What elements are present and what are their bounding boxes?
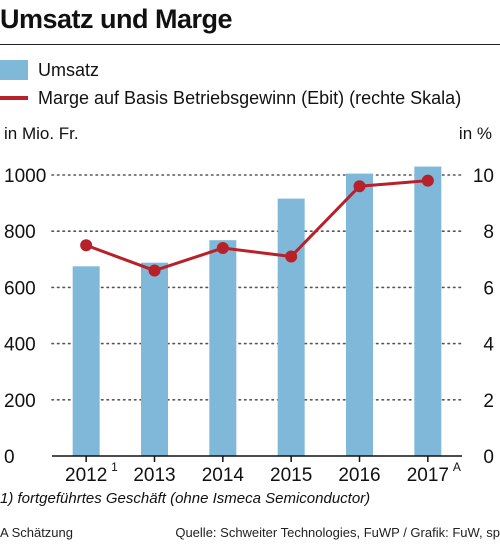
margin-line [85, 179, 428, 273]
x-tick-label: 2017 [407, 465, 449, 486]
footnote: 1) fortgeführtes Geschäft (ohne Ismeca S… [0, 490, 371, 507]
margin-point [353, 180, 366, 193]
legend-item-marge: Marge auf Basis Betriebsgewinn (Ebit) (r… [0, 85, 461, 111]
y-right-tick-label: 6 [483, 278, 494, 299]
title-divider [0, 44, 500, 45]
legend-swatch-line [0, 96, 28, 100]
margin-point [148, 264, 161, 277]
margin-point [80, 239, 93, 252]
bar [72, 266, 100, 456]
y-left-tick-label: 200 [4, 391, 36, 412]
x-tick-label: 2015 [270, 465, 312, 486]
legend-swatch-bar [0, 60, 28, 80]
bar [141, 262, 168, 456]
x-tick-superscript: 1 [111, 460, 118, 474]
right-axis-unit: in % [458, 124, 492, 143]
source-note: Quelle: Schweiter Technologies, FuWP / G… [175, 525, 500, 540]
margin-point [285, 250, 298, 263]
y-left-tick-label: 1000 [4, 166, 46, 187]
y-left-tick-label: 600 [4, 278, 36, 299]
left-axis-unit: in Mio. Fr. [4, 124, 79, 143]
x-tick-label: 2016 [338, 465, 380, 486]
y-right-tick-label: 2 [483, 391, 494, 412]
y-right-tick-label: 10 [473, 166, 494, 187]
y-left-tick-label: 0 [4, 447, 15, 468]
chart-title: Umsatz und Marge [0, 4, 233, 34]
margin-point [421, 174, 434, 187]
y-right-tick-label: 0 [483, 447, 494, 468]
x-tick-label: 2012 [65, 465, 107, 486]
estimate-note: A Schätzung [0, 525, 73, 540]
legend-item-umsatz: Umsatz [0, 57, 99, 83]
chart-plot: 0 200 400 600 800 1000 0 2 4 6 8 10 2012 1 2013 2014 201… [4, 166, 494, 486]
margin-point [216, 242, 229, 255]
x-tick-label: 2013 [133, 465, 175, 486]
y-right-tick-label: 4 [483, 335, 494, 356]
legend-label-umsatz: Umsatz [38, 59, 100, 80]
legend-label-marge: Marge auf Basis Betriebsgewinn (Ebit) (r… [38, 87, 462, 108]
x-tick-label: 2014 [202, 465, 245, 486]
bar [209, 240, 237, 456]
y-left-tick-label: 400 [4, 335, 36, 356]
bar [277, 198, 305, 456]
y-left-tick-label: 800 [4, 222, 36, 243]
bar [346, 173, 373, 456]
bar [414, 166, 442, 456]
x-tick-superscript: A [453, 460, 461, 474]
y-right-tick-label: 8 [483, 222, 494, 243]
